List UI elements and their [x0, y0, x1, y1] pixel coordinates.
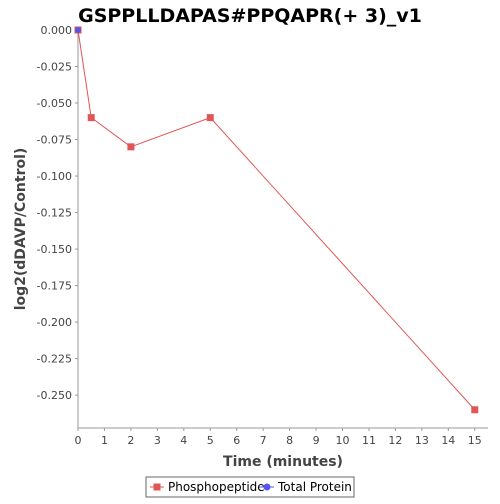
x-tick-label: 7	[260, 434, 267, 447]
x-tick-label: 8	[286, 434, 293, 447]
x-tick-label: 13	[415, 434, 429, 447]
y-tick-label: -0.200	[37, 316, 72, 329]
x-tick-label: 2	[127, 434, 134, 447]
y-tick-label: 0.000	[41, 24, 73, 37]
legend-box	[145, 476, 355, 498]
legend-phosphopeptide-marker	[153, 483, 161, 491]
x-tick-label: 12	[388, 434, 402, 447]
y-tick-label: -0.150	[37, 243, 72, 256]
y-tick-label: -0.225	[37, 353, 72, 366]
x-tick-label: 15	[468, 434, 482, 447]
x-tick-label: 3	[154, 434, 161, 447]
legend: Phosphopeptide Total Protein	[145, 476, 355, 498]
x-tick-label: 14	[441, 434, 455, 447]
x-tick-label: 9	[313, 434, 320, 447]
y-tick-label: -0.025	[37, 61, 72, 74]
y-tick-label: -0.175	[37, 280, 72, 293]
plot-area: 0.000 -0.025 -0.050 -0.075 -0.100 -0.125 -0.15…	[37, 24, 488, 447]
phosphopeptide-line	[77, 29, 476, 411]
legend-total-protein-label: Total Protein	[277, 480, 352, 494]
y-tick-label: -0.100	[37, 170, 72, 183]
phosphopeptide-point	[87, 114, 95, 122]
y-tick-label: -0.125	[37, 207, 72, 220]
y-tick-label: -0.050	[37, 97, 72, 110]
phosphopeptide-point	[471, 406, 479, 414]
x-tick-label: 5	[207, 434, 214, 447]
total-protein-point	[75, 27, 81, 33]
x-tick-label: 6	[233, 434, 240, 447]
legend-total-protein-marker	[263, 483, 271, 491]
x-tick-label: 11	[362, 434, 376, 447]
x-tick-label: 1	[101, 434, 108, 447]
y-tick-label: -0.250	[37, 389, 72, 402]
x-axis-label: Time (minutes)	[223, 454, 343, 470]
x-tick-label: 4	[180, 434, 187, 447]
phosphopeptide-point	[206, 114, 214, 122]
x-tick-label: 10	[336, 434, 350, 447]
chart-title: GSPPLLDAPAS#PPQAPR(+ 3)_v1	[78, 5, 422, 27]
y-axis-label: log2(dDAVP/Control)	[13, 148, 29, 311]
y-tick-label: -0.075	[37, 134, 72, 147]
x-tick-label: 0	[75, 434, 82, 447]
legend-phosphopeptide-label: Phosphopeptide	[168, 480, 265, 494]
phosphopeptide-point	[127, 143, 135, 151]
